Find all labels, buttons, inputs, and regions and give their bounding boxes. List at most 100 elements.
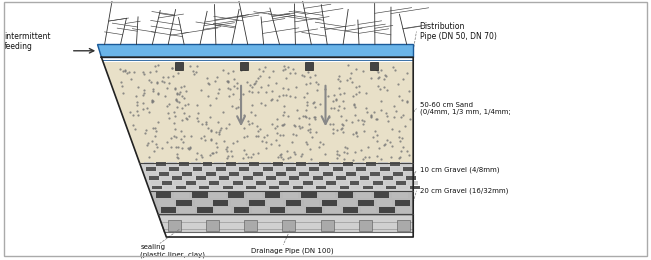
Bar (374, 192, 389, 198)
Bar (217, 172, 227, 176)
Bar (408, 181, 418, 185)
Bar (390, 162, 400, 166)
Bar (279, 181, 289, 185)
Bar (320, 220, 333, 231)
Bar (371, 176, 381, 180)
Bar (146, 167, 156, 171)
Bar (211, 186, 221, 190)
Bar (359, 220, 372, 231)
Bar (283, 220, 296, 231)
Bar (256, 181, 266, 185)
Bar (152, 186, 162, 190)
Bar (192, 192, 208, 198)
Bar (358, 172, 368, 176)
Text: 10 cm Gravel (4/8mm): 10 cm Gravel (4/8mm) (420, 167, 499, 173)
Bar (226, 162, 236, 166)
Bar (204, 167, 214, 171)
Bar (296, 162, 306, 166)
Bar (214, 162, 224, 166)
Bar (270, 207, 286, 213)
Bar (397, 220, 410, 231)
Bar (325, 207, 340, 213)
Bar (276, 172, 286, 176)
Bar (350, 181, 359, 185)
Bar (288, 207, 303, 213)
Bar (164, 186, 174, 190)
Bar (286, 167, 296, 171)
Bar (305, 62, 313, 70)
Bar (343, 207, 358, 213)
Bar (335, 172, 344, 176)
Bar (381, 172, 391, 176)
Bar (206, 172, 216, 176)
Bar (176, 186, 186, 190)
Bar (206, 220, 219, 231)
Text: 20 cm Gravel (16/32mm): 20 cm Gravel (16/32mm) (420, 187, 508, 194)
Bar (219, 176, 229, 180)
Bar (173, 176, 182, 180)
Bar (229, 192, 244, 198)
Bar (288, 172, 298, 176)
Bar (397, 207, 413, 213)
Bar (378, 162, 388, 166)
Bar (265, 192, 281, 198)
Bar (240, 167, 249, 171)
Bar (273, 162, 283, 166)
Bar (379, 207, 395, 213)
Bar (386, 186, 396, 190)
Bar (234, 186, 244, 190)
Bar (370, 172, 380, 176)
Bar (356, 167, 366, 171)
Bar (298, 167, 308, 171)
Bar (244, 181, 255, 185)
Bar (393, 172, 403, 176)
Bar (351, 186, 361, 190)
Bar (281, 186, 291, 190)
Bar (199, 186, 209, 190)
Bar (338, 192, 353, 198)
Bar (228, 167, 238, 171)
Bar (301, 176, 311, 180)
Bar (175, 62, 183, 70)
Bar (156, 162, 166, 166)
Bar (368, 167, 378, 171)
Bar (409, 186, 420, 190)
Bar (290, 176, 299, 180)
Bar (316, 186, 326, 190)
Bar (156, 192, 171, 198)
Bar (346, 172, 356, 176)
Bar (249, 200, 265, 206)
Bar (240, 62, 248, 70)
Bar (144, 162, 154, 166)
Bar (163, 181, 173, 185)
Text: Distribution
Pipe (DN 50, DN 70): Distribution Pipe (DN 50, DN 70) (420, 22, 497, 41)
Bar (293, 186, 303, 190)
Bar (307, 207, 322, 213)
Bar (223, 186, 232, 190)
Bar (373, 181, 383, 185)
Bar (305, 186, 314, 190)
Bar (197, 207, 213, 213)
Bar (355, 192, 371, 198)
Bar (338, 181, 348, 185)
Text: intermittent
feeding: intermittent feeding (4, 32, 50, 51)
Bar (197, 181, 208, 185)
Bar (380, 167, 389, 171)
Bar (385, 181, 395, 185)
Bar (231, 176, 241, 180)
Bar (149, 176, 159, 180)
Bar (161, 207, 176, 213)
Bar (358, 200, 374, 206)
Bar (326, 181, 336, 185)
Bar (167, 162, 178, 166)
Bar (314, 181, 324, 185)
Bar (361, 207, 376, 213)
Bar (309, 167, 320, 171)
Bar (264, 172, 274, 176)
Bar (376, 200, 392, 206)
Bar (268, 200, 283, 206)
Bar (193, 167, 202, 171)
Bar (209, 181, 219, 185)
Bar (194, 172, 204, 176)
Bar (343, 162, 353, 166)
